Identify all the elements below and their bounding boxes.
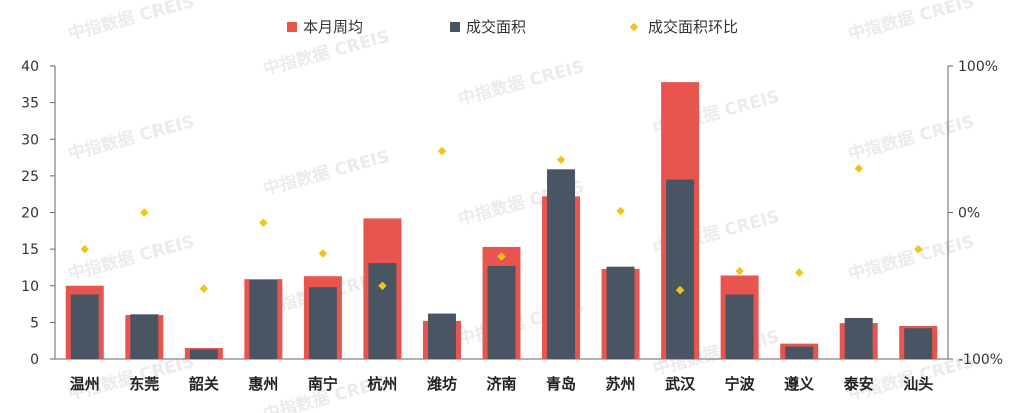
category-label: 惠州 (248, 375, 278, 393)
point-mom-武汉 (675, 285, 685, 295)
left-y-tick-label: 5 (30, 315, 39, 331)
legend-label-weekly-avg: 本月周均 (303, 18, 363, 36)
bar-transaction-area-潍坊 (427, 313, 456, 359)
bar-transaction-area-苏州 (606, 266, 635, 359)
point-mom-青岛 (556, 155, 566, 165)
right-y-tick-label: -100% (958, 352, 1003, 368)
category-label: 东莞 (129, 375, 159, 393)
bar-transaction-area-泰安 (844, 317, 873, 359)
series-transaction-area-bars (70, 169, 933, 359)
left-y-tick-label: 20 (21, 206, 39, 222)
point-mom-东莞 (140, 208, 149, 217)
legend-swatch-weekly-avg (287, 22, 297, 32)
bar-transaction-area-杭州 (368, 263, 397, 359)
point-mom-泰安 (854, 164, 863, 173)
bar-transaction-area-青岛 (547, 169, 576, 359)
point-mom-南宁 (318, 249, 328, 258)
point-mom-韶关 (199, 284, 209, 293)
bar-transaction-area-济南 (487, 265, 516, 359)
bar-transaction-area-温州 (70, 294, 99, 359)
right-y-tick-label: 100% (958, 59, 998, 75)
bar-transaction-area-汕头 (904, 328, 933, 359)
legend-swatch-transaction-area (450, 22, 460, 32)
bar-transaction-area-惠州 (249, 279, 278, 359)
category-label: 温州 (70, 375, 100, 393)
left-y-tick-label: 0 (30, 352, 39, 368)
watermark-text: 中指数据 CREIS (66, 111, 197, 165)
category-label: 潍坊 (427, 375, 457, 393)
point-mom-温州 (80, 244, 90, 254)
bar-transaction-area-韶关 (189, 349, 218, 359)
bar-transaction-area-武汉 (666, 179, 695, 359)
category-label: 韶关 (189, 375, 219, 393)
left-y-tick-label: 10 (21, 279, 39, 295)
category-axis-labels: 温州 东莞 韶关 惠州 南宁 杭州 潍坊 济南 青岛 苏州 武汉 宁波 遵义 泰安 汕头 (70, 375, 933, 393)
right-y-tick-label: 0% (958, 206, 980, 222)
bar-transaction-area-东莞 (130, 314, 159, 359)
category-label: 汕头 (903, 375, 933, 393)
point-mom-杭州 (378, 281, 387, 290)
point-mom-潍坊 (437, 146, 447, 156)
category-label: 杭州 (367, 375, 397, 393)
watermark-text: 中指数据 CREIS (66, 231, 197, 285)
category-label: 泰安 (843, 375, 874, 393)
category-label: 南宁 (308, 375, 338, 393)
category-label: 青岛 (546, 375, 576, 393)
category-label: 武汉 (665, 375, 696, 393)
watermark-text: 中指数据 CREIS (846, 111, 977, 165)
category-label: 宁波 (725, 375, 756, 393)
left-y-tick-label: 35 (21, 96, 39, 112)
category-label: 苏州 (606, 375, 636, 393)
chart-legend: 本月周均 成交面积 成交面积环比 (287, 18, 738, 36)
legend-label-mom: 成交面积环比 (648, 18, 738, 36)
left-y-tick-label: 30 (21, 132, 39, 148)
legend-label-transaction-area: 成交面积 (466, 18, 526, 36)
left-y-tick-label: 25 (21, 169, 39, 185)
category-label: 遵义 (784, 375, 814, 393)
watermark-text: 中指数据 CREIS (456, 56, 587, 110)
left-y-tick-label: 40 (21, 59, 39, 75)
series-mom-points (80, 146, 923, 295)
point-mom-宁波 (735, 266, 744, 276)
bar-transaction-area-遵义 (785, 346, 814, 359)
watermark-text: 中指数据 CREIS (846, 231, 977, 285)
watermark-text: 中指数据 CREIS (66, 0, 197, 45)
point-mom-苏州 (616, 206, 625, 216)
category-label: 济南 (486, 375, 516, 393)
point-mom-遵义 (794, 268, 804, 277)
watermark-text: 中指数据 CREIS (261, 146, 392, 200)
legend-marker-mom (629, 22, 639, 32)
left-y-tick-label: 15 (21, 242, 39, 258)
bar-transaction-area-宁波 (725, 294, 754, 359)
watermark-text: 中指数据 CREIS (846, 0, 977, 45)
point-mom-惠州 (259, 218, 268, 227)
bar-transaction-area-南宁 (308, 287, 337, 359)
